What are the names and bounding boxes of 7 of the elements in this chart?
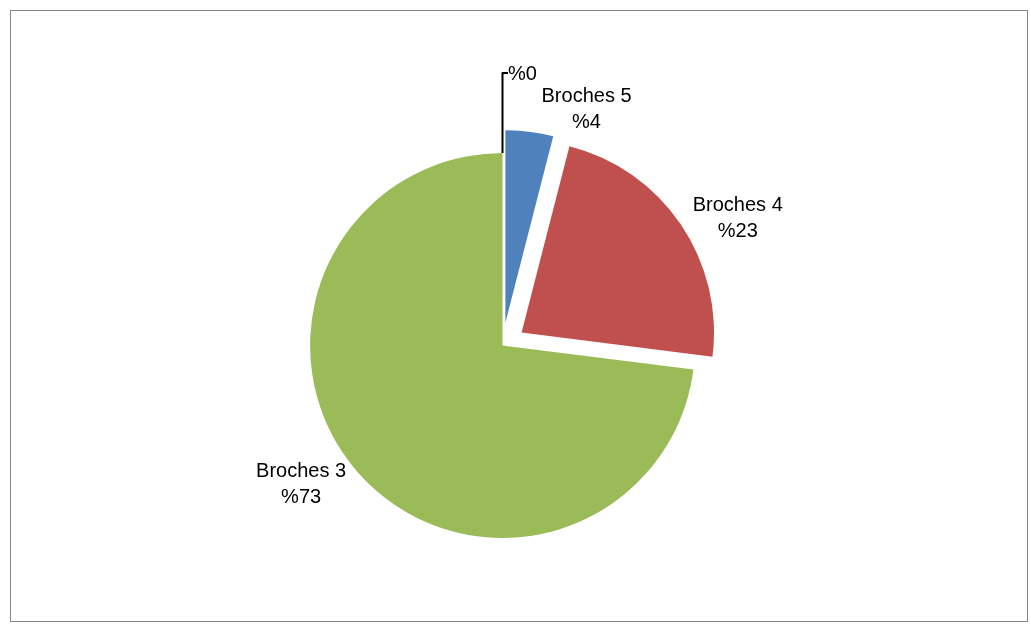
text: %0 — [508, 62, 537, 85]
slice-label: Broches 4 — [692, 192, 783, 215]
data-label: %73 — [281, 485, 322, 508]
slice-label: Broches 5 — [541, 84, 632, 107]
data-label: %23 — [717, 218, 758, 241]
slice-label: Broches 3 — [256, 459, 347, 482]
data-label: %4 — [572, 110, 601, 133]
